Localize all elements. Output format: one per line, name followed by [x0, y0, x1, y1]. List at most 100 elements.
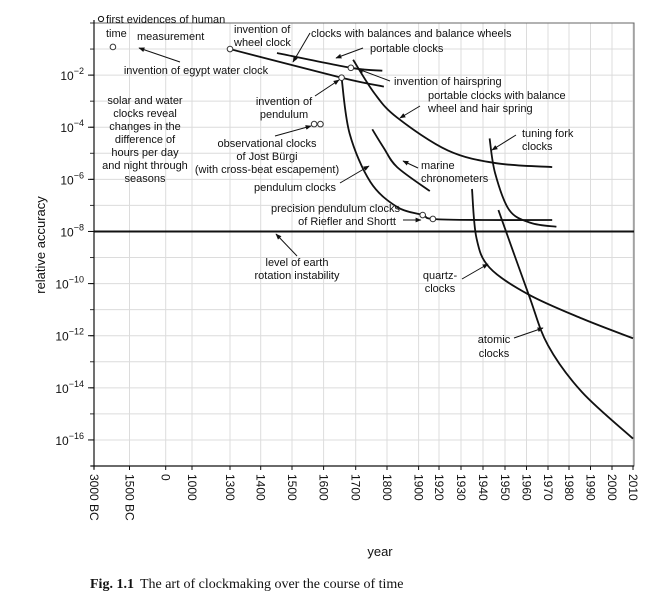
series-layer	[229, 48, 634, 440]
marker-circle	[226, 45, 234, 53]
annotation-arrow	[461, 263, 489, 280]
annotation-arrow	[513, 327, 544, 339]
annotation-text: hours per day	[111, 147, 179, 159]
annotation-text: changes in the	[109, 121, 181, 133]
annotation-text: portable clocks with balance	[428, 90, 566, 102]
annotation-text: clocks	[522, 141, 553, 153]
marker-circle	[429, 215, 437, 223]
series-line-marine-chronometers	[371, 128, 431, 192]
y-tick-label: 10−8	[60, 222, 84, 239]
annotation-text: time	[106, 28, 127, 40]
annotation-text: observational clocks	[217, 138, 317, 150]
annotation-egypt-water-clock: invention of egypt water clock	[124, 65, 269, 77]
legend-circle-icon	[97, 15, 105, 23]
annotation-text: pendulum	[260, 109, 308, 121]
annotation-pendulum-invention: invention of pendulum	[256, 96, 313, 121]
annotation-text: clocks reveal	[113, 108, 177, 120]
annotation-arrow	[335, 47, 364, 59]
x-tick-label: 1500 BC	[123, 474, 137, 521]
annotation-text: chronometers	[421, 173, 489, 185]
x-tick-label: 1960	[520, 474, 534, 501]
x-tick-label: 1970	[541, 474, 555, 501]
series-line-tuning-fork-clocks	[488, 138, 557, 228]
annotation-text: tuning fork	[522, 128, 574, 140]
annotation-arrow	[357, 68, 391, 82]
annotation-text: solar and water	[107, 95, 183, 107]
annotation-arrow	[399, 105, 421, 119]
annotation-text: marine	[421, 160, 455, 172]
annotation-first-evidence: first evidences of human time measuremen…	[97, 14, 225, 43]
y-tick-label: 10−10	[55, 275, 84, 292]
annotation-text: invention of	[256, 96, 313, 108]
x-tick-label: 1930	[454, 474, 468, 501]
x-tick-label: 1900	[412, 474, 426, 501]
y-tick-label: 10−16	[55, 431, 84, 448]
x-tick-label: 2010	[626, 474, 640, 501]
x-tick-label: 2000	[605, 474, 619, 501]
annotation-text: wheel clock	[233, 37, 291, 49]
annotation-portable-clocks: portable clocks	[370, 43, 444, 55]
annotation-marine: marine chronometers	[421, 160, 489, 185]
annotation-precision-pendulum: precision pendulum clocks of Riefler and…	[271, 203, 401, 228]
annotation-arrows	[138, 32, 544, 339]
annotation-pendulum-clocks: pendulum clocks	[254, 182, 336, 194]
marker-circle	[338, 74, 345, 82]
x-tick-label: 1800	[380, 474, 394, 501]
annotation-portable-balance: portable clocks with balance wheel and h…	[427, 90, 566, 115]
x-tick-label: 1950	[498, 474, 512, 501]
annotation-text: of Riefler and Shortt	[298, 216, 396, 228]
y-tick-label: 10−12	[55, 327, 84, 344]
annotation-text: atomic	[478, 334, 511, 346]
y-tick-label: 10−4	[60, 118, 84, 135]
annotation-arrow	[292, 32, 311, 63]
y-tick-label: 10−14	[55, 379, 84, 396]
series-line-atomic-clocks	[497, 209, 634, 440]
annotation-arrow	[339, 165, 370, 184]
annotation-text: (with cross-beat escapement)	[195, 164, 339, 176]
axes: 3000 BC 1500 BC 0 1000 1300 1400 1500 1600 1700 1…	[55, 20, 640, 521]
annotation-text: of Jost Bürgi	[236, 151, 297, 163]
marker-circle	[347, 64, 355, 72]
series-line-wheel-clocks	[229, 48, 385, 88]
series-line-pendulum-clocks	[340, 77, 553, 221]
annotation-arrow	[402, 160, 419, 169]
annotation-text: measurement	[137, 31, 204, 43]
annotation-text: level of earth	[266, 257, 329, 269]
x-tick-label: 1500	[285, 474, 299, 501]
annotation-quartz: quartz- clocks	[423, 270, 458, 295]
marker-circle	[109, 43, 117, 51]
annotation-text: seasons	[125, 173, 166, 185]
annotation-text: difference of	[115, 134, 176, 146]
annotation-text: and night through	[102, 160, 188, 172]
annotation-earth-rotation: level of earth rotation instability	[255, 257, 340, 282]
annotation-tuning-fork: tuning fork clocks	[522, 128, 574, 153]
x-tick-label: 1000	[185, 474, 199, 501]
x-tick-label: 1980	[562, 474, 576, 501]
annotation-text: clocks	[479, 348, 510, 360]
annotation-text: clocks	[425, 283, 456, 295]
annotation-arrow	[275, 233, 298, 257]
annotation-arrow	[314, 79, 340, 97]
annotation-balances: clocks with balances and balance wheels	[311, 28, 512, 40]
annotation-text: precision pendulum clocks	[271, 203, 401, 215]
annotation-hairspring: invention of hairspring	[394, 76, 502, 88]
series-line-quartz-clocks	[471, 188, 634, 340]
marker-layer	[109, 43, 437, 223]
x-tick-label: 1400	[254, 474, 268, 501]
x-tick-label: 1700	[349, 474, 363, 501]
annotation-text: first evidences of human	[106, 14, 225, 26]
x-tick-label: 1990	[584, 474, 598, 501]
annotation-solar-water: solar and water clocks reveal changes in…	[102, 95, 188, 185]
annotation-text: invention of	[234, 24, 291, 36]
annotation-arrow	[491, 134, 517, 151]
y-axis-label: relative accuracy	[33, 196, 48, 294]
annotation-text: rotation instability	[255, 270, 340, 282]
x-tick-label: 0	[159, 474, 173, 481]
caption-label: Fig. 1.1	[90, 577, 134, 592]
marker-circle	[317, 120, 324, 128]
x-tick-label: 3000 BC	[87, 474, 101, 521]
x-tick-label: 1940	[476, 474, 490, 501]
annotation-burgi: observational clocks of Jost Bürgi (with…	[195, 138, 339, 176]
x-tick-label: 1300	[223, 474, 237, 501]
x-tick-label: 1600	[317, 474, 331, 501]
